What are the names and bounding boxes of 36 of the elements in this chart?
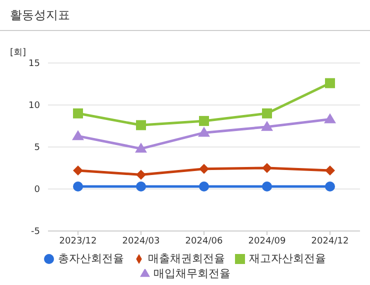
point [72, 130, 84, 140]
point [73, 181, 83, 192]
y-axis-title: [회] [10, 47, 26, 59]
point [73, 108, 83, 118]
point [198, 126, 210, 137]
legend-label: 매출채권회전율 [148, 252, 225, 265]
y-tick-label: 0 [34, 185, 40, 196]
y-tick-label: 15 [28, 59, 40, 70]
point [261, 120, 273, 131]
x-tick-label: 2024/06 [185, 236, 223, 246]
point [325, 78, 335, 88]
x-tick-label: 2024/03 [122, 236, 160, 246]
point [262, 181, 272, 192]
legend-label: 총자산회전율 [58, 252, 124, 265]
legend-label: 재고자산회전율 [249, 252, 326, 265]
point [199, 116, 209, 126]
x-tick-label: 2024/09 [248, 236, 286, 246]
point [262, 163, 272, 173]
point [199, 164, 209, 174]
point [73, 166, 83, 176]
point [135, 142, 147, 153]
point [199, 181, 209, 192]
y-tick-label: 5 [34, 143, 40, 154]
point [325, 166, 335, 176]
legend-label: 매입채무회전율 [154, 267, 230, 280]
x-tick-label: 2023/12 [59, 236, 97, 246]
y-tick-label: 10 [28, 101, 40, 112]
point [136, 170, 146, 180]
point [136, 120, 146, 130]
point [136, 181, 146, 192]
point [324, 113, 336, 124]
x-tick-label: 2024/12 [311, 236, 349, 246]
chart-title: 활동성지표 [0, 0, 370, 31]
point [262, 108, 272, 118]
y-tick-label: -5 [31, 227, 40, 238]
point [325, 181, 335, 192]
